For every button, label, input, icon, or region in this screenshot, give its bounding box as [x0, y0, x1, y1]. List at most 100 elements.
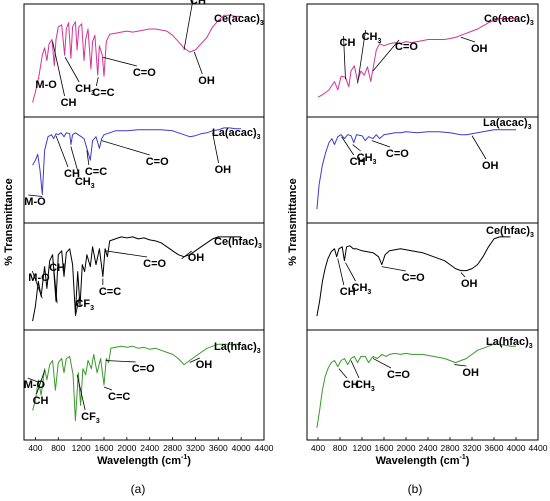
annotation-label-ch3: CH3: [75, 176, 95, 190]
x-tick-label: 2000: [397, 443, 416, 453]
annotation-label-c-o: C=O: [387, 369, 410, 381]
annotation-label-m-o: M-O: [28, 272, 50, 284]
plot-frame: [306, 3, 539, 441]
panel-title: Ce(acac)3: [214, 13, 264, 27]
annotation-leader: [381, 266, 406, 272]
panel-la-hfac-3: La(hfac)3 M-O CH CF3 C=C C=O OH: [24, 329, 264, 425]
annotation-label-ch3: CH3: [362, 31, 382, 45]
annotation-leader: [28, 194, 43, 197]
spectrum-line-la-hfac-3: [32, 343, 242, 422]
annotation-leader: [102, 56, 137, 67]
x-tick-label: 400: [311, 443, 325, 453]
x-tick-label: 800: [51, 443, 65, 453]
annotation-label-oh: OH: [462, 367, 479, 379]
annotation-label-oh: OH: [471, 43, 488, 55]
annotation-leader: [36, 370, 45, 395]
annotation-leader: [338, 368, 348, 379]
annotation-label-ch3: CH3: [355, 379, 375, 393]
annotation-label-oh: OH: [196, 359, 213, 371]
annotation-leader: [105, 360, 136, 363]
spectrum-line-la-acac-3: [316, 129, 516, 210]
annotation-leader: [454, 364, 467, 367]
annotation-label-c-o: C=O: [402, 272, 425, 284]
figure-label: (b): [408, 482, 423, 496]
annotation-label-c-o: C=O: [132, 363, 155, 375]
annotation-label-c-o: C=O: [143, 258, 166, 270]
annotation-leader: [372, 358, 392, 369]
x-tick-label: 3200: [463, 443, 482, 453]
x-tick-label: 4400: [529, 443, 548, 453]
x-tick-label: 1600: [375, 443, 394, 453]
x-tick-label: 4000: [507, 443, 526, 453]
annotation-leader: [193, 51, 203, 75]
annotation-label-oh: OH: [188, 252, 205, 264]
annotation-leader: [64, 57, 80, 83]
annotation-label-c-o: C=O: [146, 156, 169, 168]
annotation-leader: [103, 386, 113, 391]
panel-ce-hfac-3: Ce(hfac)3 M-OCH CF3 C=C C=O OH: [24, 222, 264, 322]
x-tick-label: 2400: [140, 443, 159, 453]
x-axis-label: Wavelength (cm-1): [376, 454, 470, 467]
annotation-leader: [70, 146, 80, 176]
x-tick-label: 3600: [485, 443, 504, 453]
annotation-leader: [27, 377, 38, 383]
annotation-label-ch: CH: [340, 37, 356, 49]
annotation-leader: [471, 135, 487, 160]
annotation-leader: [189, 357, 200, 363]
x-tick-label: 2400: [419, 443, 438, 453]
annotation-leader: [352, 144, 361, 152]
panel-title: La(acac)3: [483, 117, 532, 131]
annotation-label-c-c: C=C: [85, 166, 107, 178]
chart-b: Ce(acac)3CH CH3 C=O OHLa(acac)3CHCH3C=OOHCe…: [287, 3, 548, 496]
x-tick-label: 2800: [441, 443, 460, 453]
panel-title: Ce(acac)3: [484, 13, 534, 27]
annotation-label-m-o: M-O: [24, 379, 46, 391]
annotation-leader: [75, 296, 80, 317]
spectrum-line-ce-hfac-3: [32, 236, 242, 322]
annotation-leader: [371, 140, 391, 148]
annotation-label-ch: CH: [64, 168, 80, 180]
annotation-leader: [86, 150, 90, 166]
spectrum-line-la-acac-3: [32, 127, 242, 195]
annotation-label-c-c: C=C: [99, 286, 121, 298]
annotation-label-ch: CH: [350, 156, 366, 168]
annotation-label-cf3: CF3: [75, 298, 94, 312]
annotation-leader: [350, 360, 360, 379]
annotation-leader: [76, 374, 86, 411]
annotation-leader: [101, 140, 150, 156]
chart-a: Ce(acac)3M-OCHCH3C=CC=OCHOHLa(acac)3M-OC…: [3, 0, 274, 496]
x-tick-label: 400: [28, 443, 42, 453]
annotation-leader: [372, 39, 400, 72]
x-tick-label: 800: [333, 443, 347, 453]
annotation-label-oh: OH: [198, 75, 215, 87]
y-axis-label: % Transmittance: [287, 178, 299, 265]
x-tick-label: 4400: [255, 443, 274, 453]
annotation-label-oh: OH: [482, 160, 499, 172]
annotation-label-c-c: C=C: [92, 87, 114, 99]
x-axis-label: Wavelength (cm-1): [97, 454, 191, 467]
annotation-leader: [55, 135, 69, 168]
annotation-leader: [341, 136, 354, 156]
x-tick-label: 2800: [163, 443, 182, 453]
annotation-leader: [337, 258, 345, 286]
annotation-label-ch: CH: [33, 395, 49, 407]
annotation-label-ch: CH: [190, 0, 206, 7]
panel-title: La(hfac)3: [214, 341, 261, 355]
annotation-label-c-c: C=C: [108, 391, 130, 403]
annotation-leader: [31, 270, 43, 299]
annotation-label-c-o: C=O: [386, 148, 409, 160]
annotation-label-ch3: CH3: [357, 152, 377, 166]
annotation-label-oh: OH: [461, 278, 478, 290]
spectrum-line-ce-hfac-3: [316, 236, 511, 317]
annotation-label-m-o: M-O: [35, 79, 57, 91]
annotation-leader: [183, 0, 194, 50]
y-axis-label: % Transmittance: [3, 178, 15, 265]
x-tick-label: 3200: [186, 443, 205, 453]
spectrum-line-la-hfac-3: [316, 343, 516, 428]
panel-ce-acac-3: Ce(acac)3 CH CH3 C=O OH: [317, 13, 534, 98]
